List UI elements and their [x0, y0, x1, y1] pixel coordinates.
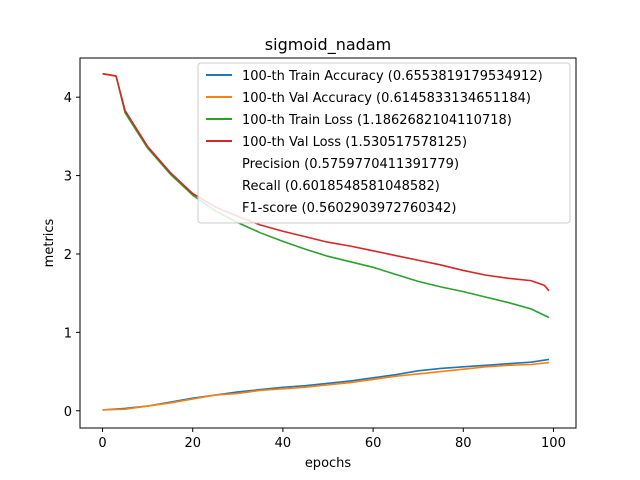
axes-frame [79, 57, 577, 429]
x-axis-title: epochs [305, 456, 352, 471]
x-tick-label: 100 [541, 436, 566, 451]
x-tick-label: 0 [98, 436, 106, 451]
plot-area [102, 72, 550, 411]
legend-entry-label: F1-score (0.5602903972760342) [242, 201, 456, 216]
y-tick-label: 3 [64, 170, 72, 185]
legend-entry-label: Precision (0.5759770411391779) [242, 157, 459, 172]
legend-entry-label: 100-th Val Accuracy (0.6145833134651184) [242, 91, 531, 106]
y-tick-label: 1 [64, 326, 72, 341]
series-line-3 [102, 72, 550, 319]
y-axis-title: metrics [42, 218, 57, 267]
x-tick-label: 80 [455, 436, 472, 451]
y-tick-label: 0 [64, 405, 72, 420]
y-tick-label: 2 [64, 248, 72, 263]
series-line-4 [102, 72, 550, 292]
legend-entry-label: 100-th Train Accuracy (0.655381917953491… [242, 69, 543, 84]
x-tick-label: 20 [184, 436, 201, 451]
legend-entry-label: 100-th Train Loss (1.1862682104110718) [242, 113, 512, 128]
y-tick-label: 4 [64, 91, 72, 106]
legend: 100-th Train Accuracy (0.655381917953491… [197, 62, 571, 224]
series-line-2 [102, 361, 550, 411]
chart-title: sigmoid_nadam [265, 35, 391, 55]
legend-entry-label: 100-th Val Loss (1.530517578125) [242, 135, 467, 150]
x-tick-label: 60 [365, 436, 382, 451]
legend-entry-label: Recall (0.6018548581048582) [242, 179, 440, 194]
x-tick-label: 40 [275, 436, 292, 451]
legend-box [197, 62, 571, 224]
